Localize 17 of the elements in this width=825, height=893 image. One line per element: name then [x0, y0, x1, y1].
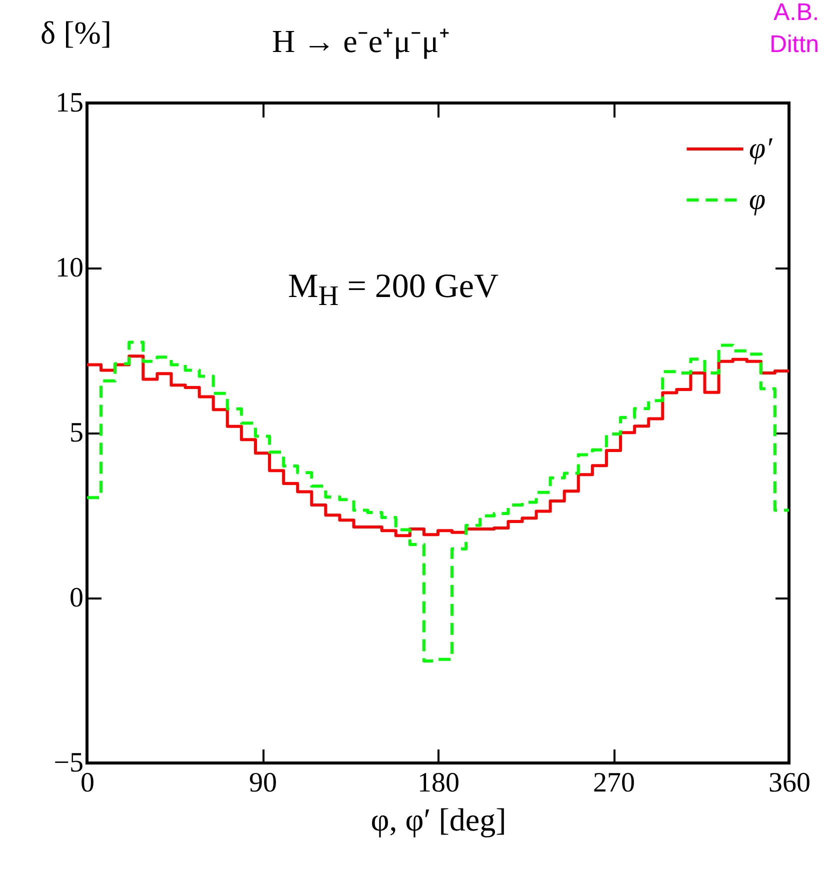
- y-tick-label: 10: [56, 252, 84, 284]
- legend-label: φ: [749, 183, 766, 216]
- text: Dittn: [770, 30, 819, 60]
- x-tick-label: 180: [418, 768, 460, 798]
- y-tick-label: 5: [70, 418, 84, 448]
- y-axis-title: δ [%]: [40, 14, 112, 50]
- annotation: M$_{H}$ = 200 GeV: [288, 268, 499, 313]
- legend-label: φ′: [749, 132, 773, 165]
- y-tick-label: 0: [70, 582, 84, 614]
- x-tick-label: 90: [249, 768, 277, 798]
- text: A.B.: [774, 0, 819, 28]
- x-tick-label: 360: [768, 768, 810, 798]
- chart-title: H → e⁻e⁺μ⁻μ⁺: [272, 22, 450, 61]
- y-tick-label: −5: [54, 748, 84, 778]
- x-axis-title: φ, φ′ [deg]: [370, 802, 506, 838]
- y-tick-label: 15: [56, 88, 84, 118]
- x-tick-label: 270: [593, 768, 635, 798]
